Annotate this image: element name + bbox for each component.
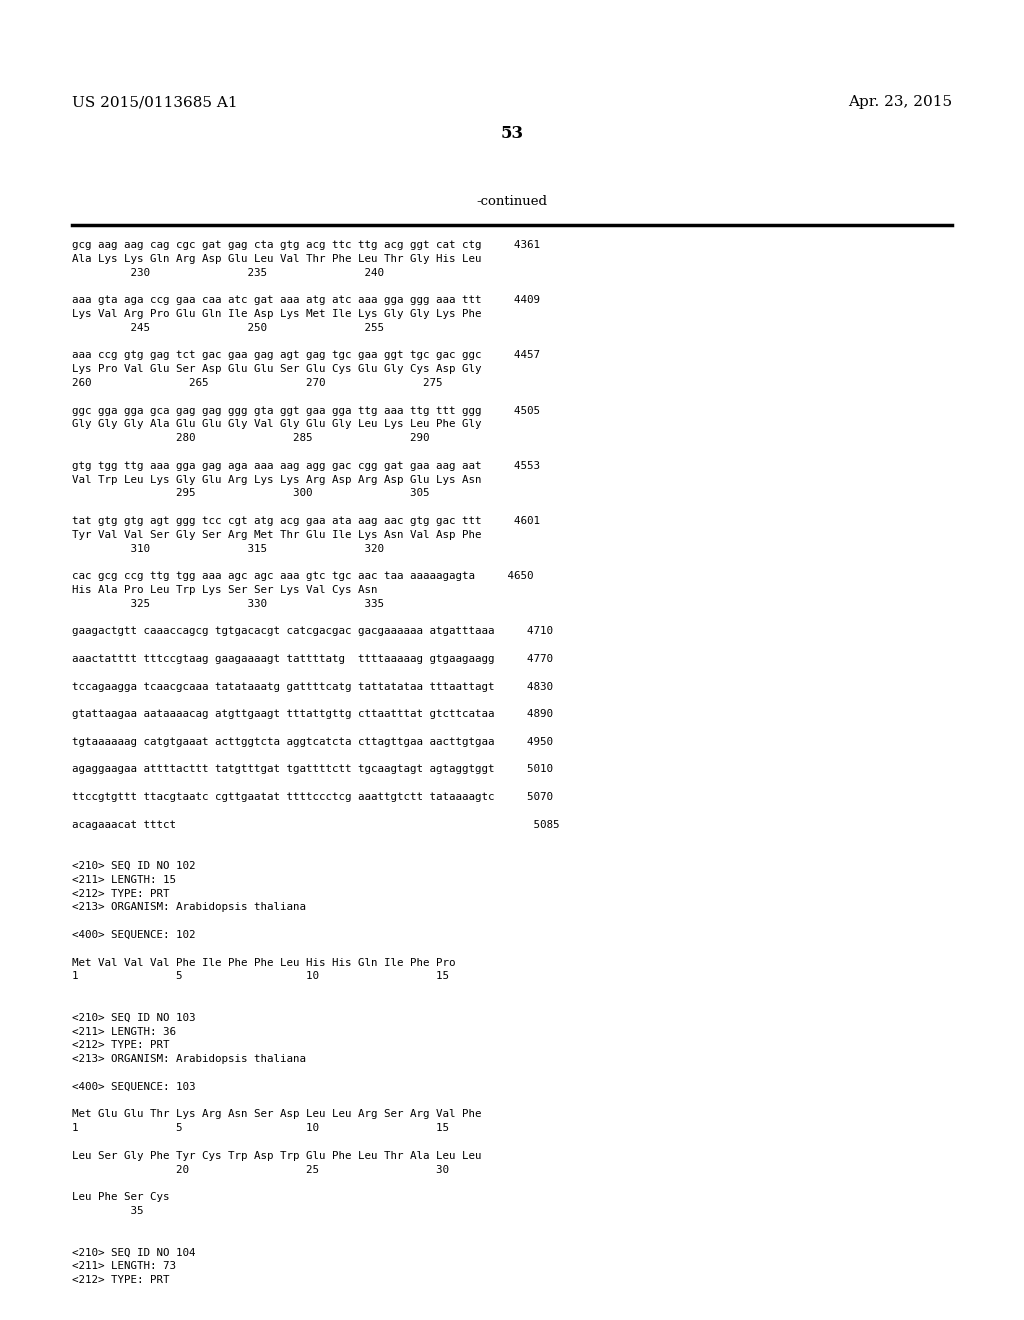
Text: gaagactgtt caaaccagcg tgtgacacgt catcgacgac gacgaaaaaa atgatttaaa     4710: gaagactgtt caaaccagcg tgtgacacgt catcgac… [72, 627, 553, 636]
Text: 260               265               270               275: 260 265 270 275 [72, 378, 442, 388]
Text: <213> ORGANISM: Arabidopsis thaliana: <213> ORGANISM: Arabidopsis thaliana [72, 903, 306, 912]
Text: 325               330               335: 325 330 335 [72, 599, 384, 609]
Text: <210> SEQ ID NO 103: <210> SEQ ID NO 103 [72, 1012, 196, 1023]
Text: agaggaagaa attttacttt tatgtttgat tgattttctt tgcaagtagt agtaggtggt     5010: agaggaagaa attttacttt tatgtttgat tgatttt… [72, 764, 553, 775]
Text: aaa gta aga ccg gaa caa atc gat aaa atg atc aaa gga ggg aaa ttt     4409: aaa gta aga ccg gaa caa atc gat aaa atg … [72, 296, 540, 305]
Text: tat gtg gtg agt ggg tcc cgt atg acg gaa ata aag aac gtg gac ttt     4601: tat gtg gtg agt ggg tcc cgt atg acg gaa … [72, 516, 540, 525]
Text: ttccgtgttt ttacgtaatc cgttgaatat ttttccctcg aaattgtctt tataaaagtc     5070: ttccgtgttt ttacgtaatc cgttgaatat ttttccc… [72, 792, 553, 803]
Text: Leu Ser Gly Phe Tyr Cys Trp Asp Trp Glu Phe Leu Thr Ala Leu Leu: Leu Ser Gly Phe Tyr Cys Trp Asp Trp Glu … [72, 1151, 481, 1160]
Text: 245               250               255: 245 250 255 [72, 323, 384, 333]
Text: US 2015/0113685 A1: US 2015/0113685 A1 [72, 95, 238, 110]
Text: <400> SEQUENCE: 103: <400> SEQUENCE: 103 [72, 1082, 196, 1092]
Text: <212> TYPE: PRT: <212> TYPE: PRT [72, 1040, 170, 1051]
Text: <212> TYPE: PRT: <212> TYPE: PRT [72, 888, 170, 899]
Text: <211> LENGTH: 36: <211> LENGTH: 36 [72, 1027, 176, 1036]
Text: Tyr Val Val Ser Gly Ser Arg Met Thr Glu Ile Lys Asn Val Asp Phe: Tyr Val Val Ser Gly Ser Arg Met Thr Glu … [72, 529, 481, 540]
Text: 53: 53 [501, 125, 523, 143]
Text: Met Glu Glu Thr Lys Arg Asn Ser Asp Leu Leu Arg Ser Arg Val Phe: Met Glu Glu Thr Lys Arg Asn Ser Asp Leu … [72, 1109, 481, 1119]
Text: His Ala Pro Leu Trp Lys Ser Ser Lys Val Cys Asn: His Ala Pro Leu Trp Lys Ser Ser Lys Val … [72, 585, 378, 595]
Text: Ala Lys Lys Gln Arg Asp Glu Leu Val Thr Phe Leu Thr Gly His Leu: Ala Lys Lys Gln Arg Asp Glu Leu Val Thr … [72, 253, 481, 264]
Text: tgtaaaaaag catgtgaaat acttggtcta aggtcatcta cttagttgaa aacttgtgaa     4950: tgtaaaaaag catgtgaaat acttggtcta aggtcat… [72, 737, 553, 747]
Text: gtg tgg ttg aaa gga gag aga aaa aag agg gac cgg gat gaa aag aat     4553: gtg tgg ttg aaa gga gag aga aaa aag agg … [72, 461, 540, 471]
Text: -continued: -continued [476, 195, 548, 209]
Text: <213> ORGANISM: Arabidopsis thaliana: <213> ORGANISM: Arabidopsis thaliana [72, 1055, 306, 1064]
Text: tccagaagga tcaacgcaaa tatataaatg gattttcatg tattatataa tttaattagt     4830: tccagaagga tcaacgcaaa tatataaatg gattttc… [72, 681, 553, 692]
Text: 20                  25                  30: 20 25 30 [72, 1164, 449, 1175]
Text: Val Trp Leu Lys Gly Glu Arg Lys Lys Arg Asp Arg Asp Glu Lys Asn: Val Trp Leu Lys Gly Glu Arg Lys Lys Arg … [72, 475, 481, 484]
Text: <211> LENGTH: 73: <211> LENGTH: 73 [72, 1261, 176, 1271]
Text: <211> LENGTH: 15: <211> LENGTH: 15 [72, 875, 176, 884]
Text: 280               285               290: 280 285 290 [72, 433, 429, 444]
Text: gtattaagaa aataaaacag atgttgaagt tttattgttg cttaatttat gtcttcataa     4890: gtattaagaa aataaaacag atgttgaagt tttattg… [72, 709, 553, 719]
Text: acagaaacat tttct                                                       5085: acagaaacat tttct 5085 [72, 820, 559, 829]
Text: <210> SEQ ID NO 104: <210> SEQ ID NO 104 [72, 1247, 196, 1258]
Text: aaa ccg gtg gag tct gac gaa gag agt gag tgc gaa ggt tgc gac ggc     4457: aaa ccg gtg gag tct gac gaa gag agt gag … [72, 350, 540, 360]
Text: Lys Pro Val Glu Ser Asp Glu Glu Ser Glu Cys Glu Gly Cys Asp Gly: Lys Pro Val Glu Ser Asp Glu Glu Ser Glu … [72, 364, 481, 374]
Text: ggc gga gga gca gag gag ggg gta ggt gaa gga ttg aaa ttg ttt ggg     4505: ggc gga gga gca gag gag ggg gta ggt gaa … [72, 405, 540, 416]
Text: 295               300               305: 295 300 305 [72, 488, 429, 499]
Text: 310               315               320: 310 315 320 [72, 544, 384, 553]
Text: gcg aag aag cag cgc gat gag cta gtg acg ttc ttg acg ggt cat ctg     4361: gcg aag aag cag cgc gat gag cta gtg acg … [72, 240, 540, 249]
Text: <212> TYPE: PRT: <212> TYPE: PRT [72, 1275, 170, 1284]
Text: cac gcg ccg ttg tgg aaa agc agc aaa gtc tgc aac taa aaaaagagta     4650: cac gcg ccg ttg tgg aaa agc agc aaa gtc … [72, 572, 534, 581]
Text: Leu Phe Ser Cys: Leu Phe Ser Cys [72, 1192, 170, 1203]
Text: 35: 35 [72, 1206, 143, 1216]
Text: aaactatttt tttccgtaag gaagaaaagt tattttatg  ttttaaaaag gtgaagaagg     4770: aaactatttt tttccgtaag gaagaaaagt tatttta… [72, 653, 553, 664]
Text: 230               235               240: 230 235 240 [72, 268, 384, 277]
Text: Lys Val Arg Pro Glu Gln Ile Asp Lys Met Ile Lys Gly Gly Lys Phe: Lys Val Arg Pro Glu Gln Ile Asp Lys Met … [72, 309, 481, 319]
Text: <210> SEQ ID NO 102: <210> SEQ ID NO 102 [72, 861, 196, 871]
Text: Gly Gly Gly Ala Glu Glu Gly Val Gly Glu Gly Leu Lys Leu Phe Gly: Gly Gly Gly Ala Glu Glu Gly Val Gly Glu … [72, 420, 481, 429]
Text: 1               5                   10                  15: 1 5 10 15 [72, 1123, 449, 1133]
Text: <400> SEQUENCE: 102: <400> SEQUENCE: 102 [72, 931, 196, 940]
Text: 1               5                   10                  15: 1 5 10 15 [72, 972, 449, 981]
Text: Met Val Val Val Phe Ile Phe Phe Leu His His Gln Ile Phe Pro: Met Val Val Val Phe Ile Phe Phe Leu His … [72, 957, 456, 968]
Text: Apr. 23, 2015: Apr. 23, 2015 [848, 95, 952, 110]
